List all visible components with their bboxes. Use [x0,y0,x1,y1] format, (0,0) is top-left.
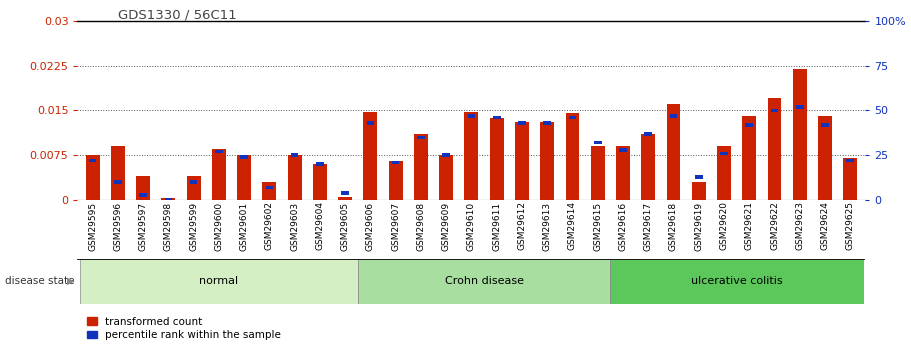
Bar [291,154,299,157]
Bar [771,109,778,112]
Bar [742,116,756,200]
Bar [518,121,526,125]
Bar [467,114,476,118]
Bar [821,123,829,127]
Bar [165,198,172,202]
Bar [465,111,478,200]
Bar [86,155,99,200]
Bar [695,175,702,179]
Bar [80,259,358,304]
Text: normal: normal [200,276,239,286]
Bar [670,114,677,118]
Bar [721,152,728,155]
Bar [161,198,175,200]
Bar [187,176,200,200]
Bar [641,134,655,200]
Bar [358,259,610,304]
Bar [88,159,97,162]
Bar [515,122,529,200]
Bar [212,149,226,200]
Text: ▶: ▶ [67,276,75,286]
Bar [237,155,251,200]
Bar [793,69,807,200]
Bar [568,116,577,119]
Bar [796,105,804,109]
Bar [338,197,353,200]
Bar [189,180,198,184]
Legend: transformed count, percentile rank within the sample: transformed count, percentile rank withi… [87,317,281,340]
Bar [540,122,554,200]
Bar [745,123,753,127]
Bar [366,121,374,125]
Bar [414,134,428,200]
Bar [610,259,863,304]
Bar [215,150,222,154]
Bar [691,182,706,200]
Text: disease state: disease state [5,276,74,286]
Bar [114,180,122,184]
Bar [313,164,327,200]
Bar [417,136,425,139]
Bar [363,111,377,200]
Bar [594,141,601,145]
Bar [139,193,147,197]
Bar [262,182,276,200]
Bar [490,118,504,200]
Bar [619,148,627,152]
Bar [288,155,302,200]
Bar [316,162,323,166]
Bar [844,158,857,200]
Bar [818,116,832,200]
Bar [667,105,681,200]
Bar [616,146,630,200]
Bar [342,191,349,195]
Bar [389,161,403,200]
Bar [543,121,551,125]
Bar [493,116,500,119]
Bar [846,159,855,162]
Text: ulcerative colitis: ulcerative colitis [691,276,783,286]
Bar [136,176,150,200]
Text: Crohn disease: Crohn disease [445,276,524,286]
Bar [644,132,652,136]
Bar [717,146,731,200]
Bar [266,186,273,189]
Bar [439,155,453,200]
Bar [392,161,400,164]
Bar [443,154,450,157]
Bar [590,146,605,200]
Bar [241,155,248,159]
Text: GDS1330 / 56C11: GDS1330 / 56C11 [118,9,237,22]
Bar [111,146,125,200]
Bar [566,114,579,200]
Bar [768,98,782,200]
